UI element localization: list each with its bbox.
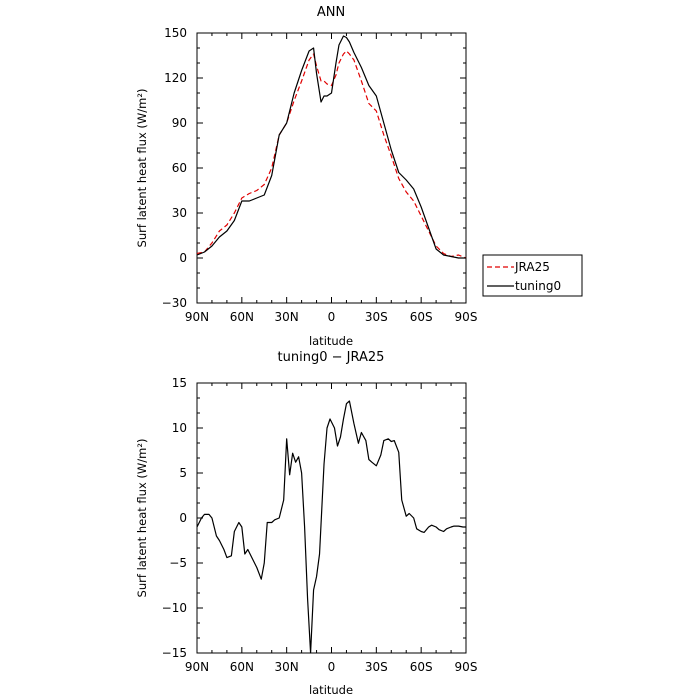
x-tick-label: 0	[328, 660, 336, 674]
bottom-y-axis-label: Surf latent heat flux (W/m²)	[135, 439, 149, 598]
top-series-lines	[196, 35, 467, 259]
top-y-axis-label: Surf latent heat flux (W/m²)	[135, 89, 149, 248]
y-tick-label: 15	[172, 376, 187, 390]
x-tick-label: 60N	[230, 660, 254, 674]
y-tick-label: −15	[162, 646, 187, 660]
x-tick-label: 90N	[185, 310, 209, 324]
y-tick-label: −10	[162, 601, 187, 615]
top-series-line-tuning0	[196, 35, 466, 259]
x-tick-label: 30S	[365, 660, 388, 674]
bottom-chart-title: tuning0 − JRA25	[278, 350, 385, 365]
legend: JRA25 tuning0	[482, 254, 583, 297]
x-tick-label: 60S	[410, 660, 433, 674]
y-tick-label: 150	[164, 26, 187, 40]
top-chart-title: ANN	[317, 5, 345, 20]
y-tick-label: 90	[172, 116, 187, 130]
x-tick-label: 30N	[275, 660, 299, 674]
top-plot-frame	[196, 32, 467, 304]
y-tick-label: 60	[172, 161, 187, 175]
y-tick-label: 120	[164, 71, 187, 85]
y-tick-label: 10	[172, 421, 187, 435]
bottom-series-lines	[196, 400, 466, 654]
x-tick-label: 30S	[365, 310, 388, 324]
y-tick-label: −30	[162, 296, 187, 310]
y-tick-label: 5	[179, 466, 187, 480]
x-tick-label: 90S	[455, 310, 478, 324]
bottom-plot-frame	[196, 382, 467, 654]
legend-box	[482, 254, 583, 297]
top-panel: ANN 90N 60N 30N 0 30S 60S 90S−300306090120150 …	[135, 5, 583, 348]
bottom-x-axis-label: latitude	[309, 683, 353, 697]
x-tick-label: 30N	[275, 310, 299, 324]
top-x-axis-label: latitude	[309, 334, 353, 348]
y-tick-label: −5	[169, 556, 187, 570]
top-ticks: 90N 60N 30N 0 30S 60S 90S −30 0 30 60 90 120 150	[162, 26, 478, 324]
y-tick-label: 0	[179, 511, 187, 525]
bottom-ticks: 90N 60N 30N 0 30S 60S 90S −15 −10 −5 0 5 10 15	[162, 376, 478, 674]
y-tick-label: 30	[172, 206, 187, 220]
bottom-panel: tuning0 − JRA25 90N 60N 30N 0 30S 60S 90S −15 −1…	[135, 350, 477, 697]
legend-label-tuning0: tuning0	[515, 279, 561, 293]
top-series-line-jra25	[196, 50, 467, 259]
legend-label-jra25: JRA25	[514, 260, 550, 274]
x-tick-label: 60S	[410, 310, 433, 324]
x-tick-label: 90S	[455, 660, 478, 674]
x-tick-label: 90N	[185, 660, 209, 674]
x-tick-label: 60N	[230, 310, 254, 324]
bottom-series-line-tuning0-jra25	[196, 400, 466, 654]
y-tick-label: 0	[179, 251, 187, 265]
x-tick-label: 0	[328, 310, 336, 324]
